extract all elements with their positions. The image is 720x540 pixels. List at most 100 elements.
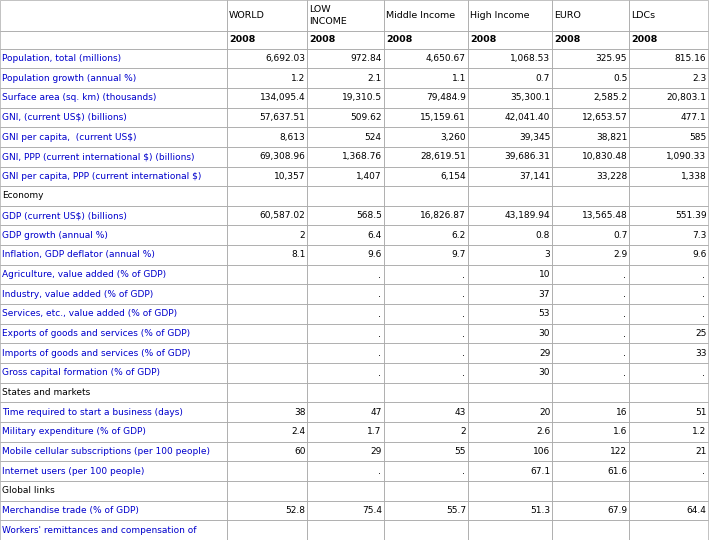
Bar [629,166,708,186]
Bar [0,0,227,31]
Bar [468,481,552,501]
Text: States and markets: States and markets [2,388,90,397]
Text: 6.4: 6.4 [367,231,382,240]
Bar [468,206,552,226]
Bar [307,383,384,402]
Text: Military expenditure (% of GDP): Military expenditure (% of GDP) [2,427,146,436]
Text: 8,613: 8,613 [279,132,305,141]
Text: GNI per capita,  (current US$): GNI per capita, (current US$) [2,132,137,141]
Bar [468,363,552,383]
Text: 75.4: 75.4 [361,506,382,515]
Text: 2008: 2008 [631,35,657,44]
Bar [629,0,708,31]
Bar [384,88,468,107]
Text: Economy: Economy [2,192,43,200]
Text: 67.1: 67.1 [530,467,550,476]
Bar [384,461,468,481]
Text: 51.3: 51.3 [530,506,550,515]
Bar [629,127,708,147]
Text: 16,826.87: 16,826.87 [420,211,466,220]
Bar [227,186,307,206]
Text: 15,159.61: 15,159.61 [420,113,466,122]
Text: Time required to start a business (days): Time required to start a business (days) [2,408,183,417]
Text: 39,686.31: 39,686.31 [505,152,550,161]
Bar [307,402,384,422]
Text: 9.6: 9.6 [692,251,706,259]
Bar [227,147,307,166]
Bar [552,206,629,226]
Text: 12,653.57: 12,653.57 [582,113,627,122]
Text: 51: 51 [695,408,706,417]
Bar [227,127,307,147]
Bar [0,226,227,245]
Text: 2.1: 2.1 [367,73,382,83]
Bar [468,147,552,166]
Bar [0,206,227,226]
Text: 6,154: 6,154 [441,172,466,181]
Bar [552,501,629,521]
Bar [0,107,227,127]
Bar [468,49,552,68]
Bar [384,442,468,461]
Bar [629,363,708,383]
Bar [468,402,552,422]
Bar [468,245,552,265]
Text: 67.9: 67.9 [607,506,627,515]
Bar [384,481,468,501]
Bar [552,127,629,147]
Bar [629,245,708,265]
Bar [552,422,629,442]
Bar [552,461,629,481]
Bar [468,0,552,31]
Text: 7.3: 7.3 [692,231,706,240]
Text: 1,338: 1,338 [680,172,706,181]
Bar [384,343,468,363]
Bar [0,265,227,285]
Bar [384,265,468,285]
Text: 10,357: 10,357 [274,172,305,181]
Text: 1.2: 1.2 [291,73,305,83]
Text: 21: 21 [695,447,706,456]
Text: 25: 25 [695,329,706,338]
Text: Industry, value added (% of GDP): Industry, value added (% of GDP) [2,290,153,299]
Bar [552,481,629,501]
Text: 30: 30 [539,368,550,377]
Bar [552,324,629,343]
Text: 1.7: 1.7 [367,427,382,436]
Text: Mobile cellular subscriptions (per 100 people): Mobile cellular subscriptions (per 100 p… [2,447,210,456]
Text: Surface area (sq. km) (thousands): Surface area (sq. km) (thousands) [2,93,156,102]
Text: .: . [462,348,465,358]
Text: Population, total (millions): Population, total (millions) [2,54,121,63]
Bar [0,343,227,363]
Text: High Income: High Income [470,11,529,20]
Bar [629,521,708,540]
Bar [468,107,552,127]
Bar [468,88,552,107]
Text: 20: 20 [539,408,550,417]
Bar [468,68,552,88]
Bar [307,226,384,245]
Text: 2008: 2008 [310,35,336,44]
Bar [552,88,629,107]
Bar [0,481,227,501]
Text: 42,041.40: 42,041.40 [505,113,550,122]
Bar [384,31,468,49]
Bar [384,68,468,88]
Text: 524: 524 [365,132,382,141]
Bar [0,186,227,206]
Text: 29: 29 [370,447,382,456]
Text: WORLD: WORLD [229,11,265,20]
Bar [307,285,384,304]
Bar [227,521,307,540]
Bar [629,147,708,166]
Bar [307,68,384,88]
Text: 0.8: 0.8 [536,231,550,240]
Text: GDP (current US$) (billions): GDP (current US$) (billions) [2,211,127,220]
Text: 69,308.96: 69,308.96 [260,152,305,161]
Bar [468,442,552,461]
Bar [0,422,227,442]
Bar [307,127,384,147]
Bar [307,324,384,343]
Bar [629,304,708,324]
Text: .: . [624,329,626,339]
